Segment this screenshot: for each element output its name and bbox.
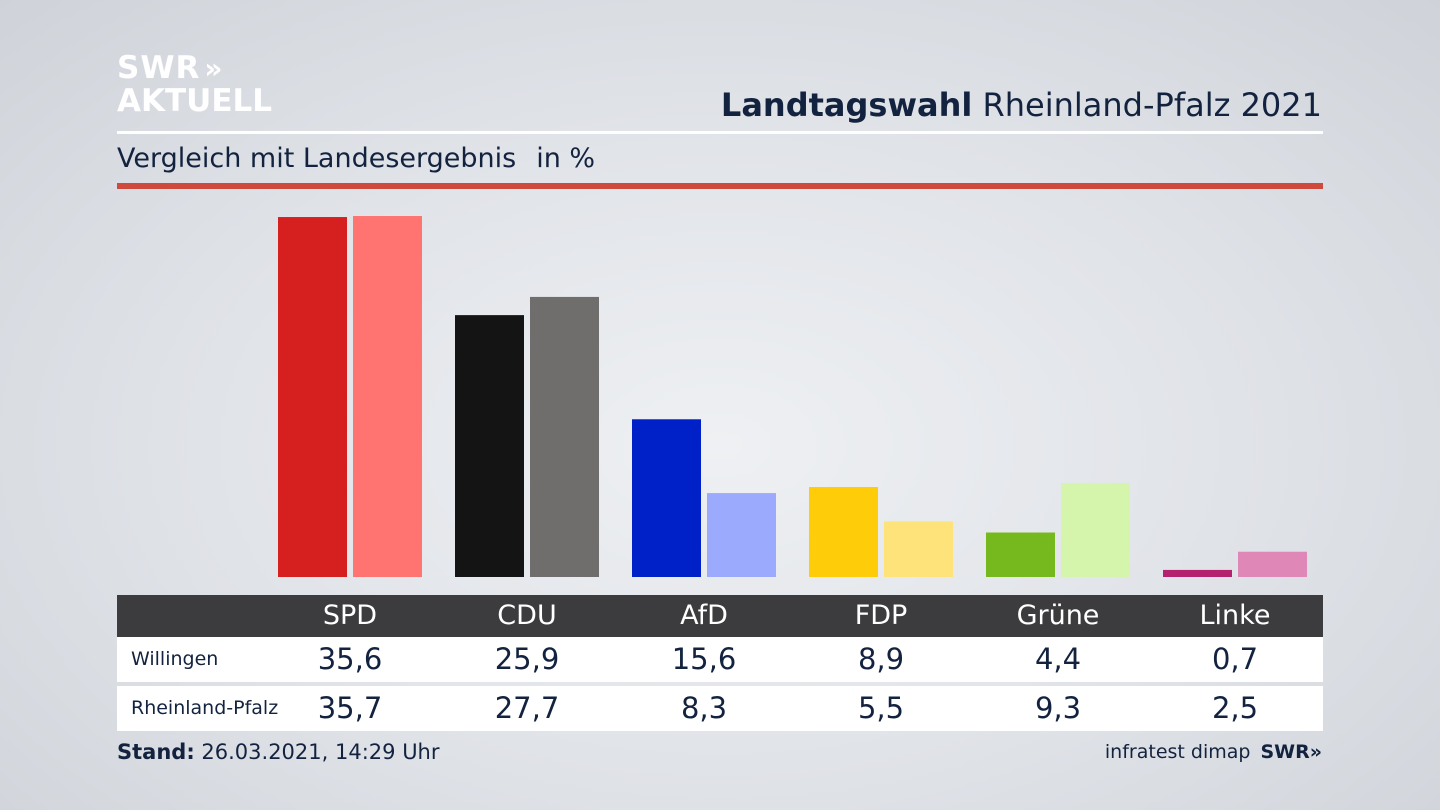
header-divider: [117, 131, 1323, 134]
value-cell-fdp: 8,9: [857, 642, 905, 676]
value-cell-linke: 2,5: [1211, 691, 1259, 725]
value-cell-gruene: 9,3: [1034, 691, 1082, 725]
bar-chart: [278, 216, 1307, 578]
value-cell-fdp: 5,5: [857, 691, 905, 725]
bar-gruene-willingen: [986, 532, 1055, 577]
category-label-fdp: FDP: [854, 600, 908, 631]
source-name: infratest dimap: [1104, 741, 1251, 763]
bar-cdu-rheinland-pfalz: [530, 296, 599, 577]
source-credit: infratest dimap SWR»: [1105, 741, 1322, 763]
bar-afd-willingen: [632, 419, 701, 577]
bar-fdp-willingen: [809, 487, 878, 577]
value-cell-gruene: 4,4: [1034, 642, 1082, 676]
subtitle-divider: [117, 183, 1323, 189]
value-cell-afd: 15,6: [671, 642, 737, 676]
category-label-linke: Linke: [1199, 600, 1271, 631]
bar-spd-rheinland-pfalz: [353, 216, 422, 577]
swr-aktuell-logo: SWR» AKTUELL: [117, 50, 273, 119]
bar-spd-willingen: [278, 217, 347, 578]
bar-linke-rheinland-pfalz: [1238, 551, 1307, 577]
value-cell-cdu: 27,7: [494, 691, 560, 725]
bar-afd-rheinland-pfalz: [707, 493, 776, 577]
value-cell-linke: 0,7: [1211, 642, 1259, 676]
bar-gruene-rheinland-pfalz: [1061, 482, 1130, 577]
page-title: Landtagswahl Rheinland-Pfalz 2021: [721, 86, 1322, 124]
timestamp: Stand: 26.03.2021, 14:29 Uhr: [117, 740, 440, 764]
value-cell-spd: 35,6: [317, 642, 383, 676]
bar-cdu-willingen: [455, 315, 524, 577]
title-rest: Rheinland-Pfalz 2021: [982, 86, 1322, 124]
subtitle-text: Vergleich mit Landesergebnis: [117, 143, 517, 174]
category-label-gruene: Grüne: [1016, 600, 1100, 631]
swr-brand-logo: SWR»: [1260, 741, 1322, 763]
results-table: SPD CDU AfD FDP Grüne Linke Willingen 35,6 25,…: [117, 595, 1323, 731]
table-row: Rheinland-Pfalz 35,7 27,7 8,3 5,5 9,3 2,5: [117, 686, 1323, 731]
category-label-spd: SPD: [322, 600, 378, 631]
category-label-cdu: CDU: [497, 600, 557, 631]
bar-fdp-rheinland-pfalz: [884, 521, 953, 577]
stand-value: 26.03.2021, 14:29 Uhr: [201, 740, 440, 764]
row-label-willingen: Willingen: [131, 648, 219, 670]
stand-label: Stand:: [117, 740, 195, 764]
table-header: SPD CDU AfD FDP Grüne Linke: [117, 595, 1323, 637]
value-cell-cdu: 25,9: [494, 642, 560, 676]
subtitle-unit: in %: [536, 143, 596, 174]
table-row: Willingen 35,6 25,9 15,6 8,9 4,4 0,7: [117, 637, 1323, 682]
title-bold: Landtagswahl: [720, 86, 973, 124]
row-label-rheinland-pfalz: Rheinland-Pfalz: [131, 697, 279, 719]
category-label-afd: AfD: [680, 600, 728, 631]
chart-subtitle: Vergleich mit Landesergebnis in %: [117, 143, 595, 174]
value-cell-spd: 35,7: [317, 691, 383, 725]
bar-linke-willingen: [1163, 569, 1232, 577]
value-cell-afd: 8,3: [680, 691, 728, 725]
